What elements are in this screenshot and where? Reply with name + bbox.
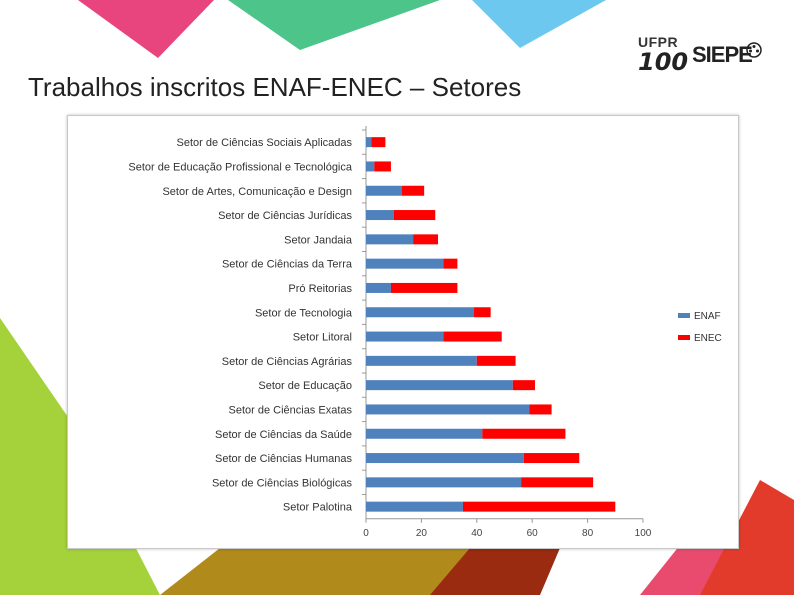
bar-enaf	[366, 355, 477, 366]
chart-container: Setor de Ciências Sociais Aplicadas Setor…	[67, 115, 739, 549]
bar-enec	[462, 501, 616, 512]
pink-triangle-shape	[78, 0, 214, 58]
siepe-film-reel-icon	[746, 42, 762, 58]
ufpr-logo-text: UFPR	[638, 34, 679, 50]
category-label: Setor Jandaia	[284, 234, 353, 246]
category-label: Pró Reitorias	[288, 283, 352, 295]
category-label: Setor de Ciências Exatas	[228, 404, 352, 416]
darkred-shape	[430, 548, 560, 595]
x-tick-label: 20	[416, 528, 428, 539]
bar-enec	[529, 404, 552, 415]
red-shape	[700, 480, 794, 595]
siepe-logo-text: SIEPE	[692, 42, 753, 67]
ufpr-siepe-logo: UFPR 100 SIEPE	[634, 34, 764, 80]
bar-enec	[523, 453, 580, 464]
bar-enaf	[366, 380, 513, 391]
category-label: Setor Palotina	[283, 502, 353, 514]
bar-enec	[474, 307, 491, 318]
ufpr-100-logo-text: 100	[638, 48, 689, 76]
olive-shape	[160, 548, 520, 595]
x-tick-label: 80	[582, 528, 594, 539]
bar-enec	[402, 185, 425, 196]
category-label: Setor de Ciências da Saúde	[215, 429, 352, 441]
bar-enaf	[366, 307, 475, 318]
bar-enec	[443, 331, 502, 342]
bar-enaf	[366, 282, 391, 293]
bar-enaf	[366, 185, 403, 196]
category-label: Setor de Tecnologia	[255, 307, 353, 319]
blue-triangle-shape	[472, 0, 606, 48]
bar-enec	[482, 428, 566, 439]
legend-label-enec: ENEC	[694, 333, 722, 344]
x-tick-label: 0	[363, 528, 369, 539]
bar-enaf	[366, 331, 444, 342]
bar-enec	[476, 355, 516, 366]
x-tick-label: 40	[471, 528, 483, 539]
bar-enec	[512, 380, 535, 391]
slide-title: Trabalhos inscritos ENAF-ENEC – Setores	[28, 72, 522, 102]
category-label: Setor de Ciências Agrárias	[222, 356, 353, 368]
category-label: Setor de Ciências Sociais Aplicadas	[177, 137, 353, 149]
x-tick-label: 60	[527, 528, 539, 539]
green-triangle-shape	[228, 0, 440, 50]
bar-enec	[521, 477, 594, 488]
bar-enaf	[366, 404, 530, 415]
legend-swatch-enaf	[678, 313, 690, 318]
bar-enaf	[366, 234, 414, 245]
bar-enaf	[366, 453, 524, 464]
stacked-bar-chart: Setor de Ciências Sociais Aplicadas Setor…	[128, 126, 722, 539]
category-label: Setor de Ciências Humanas	[215, 453, 352, 465]
category-label: Setor de Educação Profissional e Tecnoló…	[128, 161, 352, 173]
bar-enec	[413, 234, 439, 245]
bar-enaf	[366, 477, 522, 488]
category-label: Setor Litoral	[293, 332, 352, 344]
bar-enaf	[366, 258, 444, 269]
category-label: Setor de Ciências Biológicas	[212, 477, 353, 489]
category-label: Setor de Ciências da Terra	[222, 259, 353, 271]
bar-enec	[374, 161, 391, 172]
legend-swatch-enec	[678, 335, 690, 340]
bar-enaf	[366, 210, 394, 221]
category-label: Setor de Educação	[258, 380, 352, 392]
bar-enec	[393, 210, 436, 221]
x-tick-label: 100	[635, 528, 652, 539]
bar-enaf	[366, 161, 375, 172]
category-label: Setor de Artes, Comunicação e Design	[162, 186, 352, 198]
bar-enaf	[366, 137, 372, 148]
bar-enec	[390, 282, 458, 293]
category-label: Setor de Ciências Jurídicas	[218, 210, 352, 222]
legend-label-enaf: ENAF	[694, 311, 721, 322]
bar-enec	[443, 258, 458, 269]
bar-enec	[371, 137, 386, 148]
bar-enaf	[366, 501, 463, 512]
bar-enaf	[366, 428, 483, 439]
